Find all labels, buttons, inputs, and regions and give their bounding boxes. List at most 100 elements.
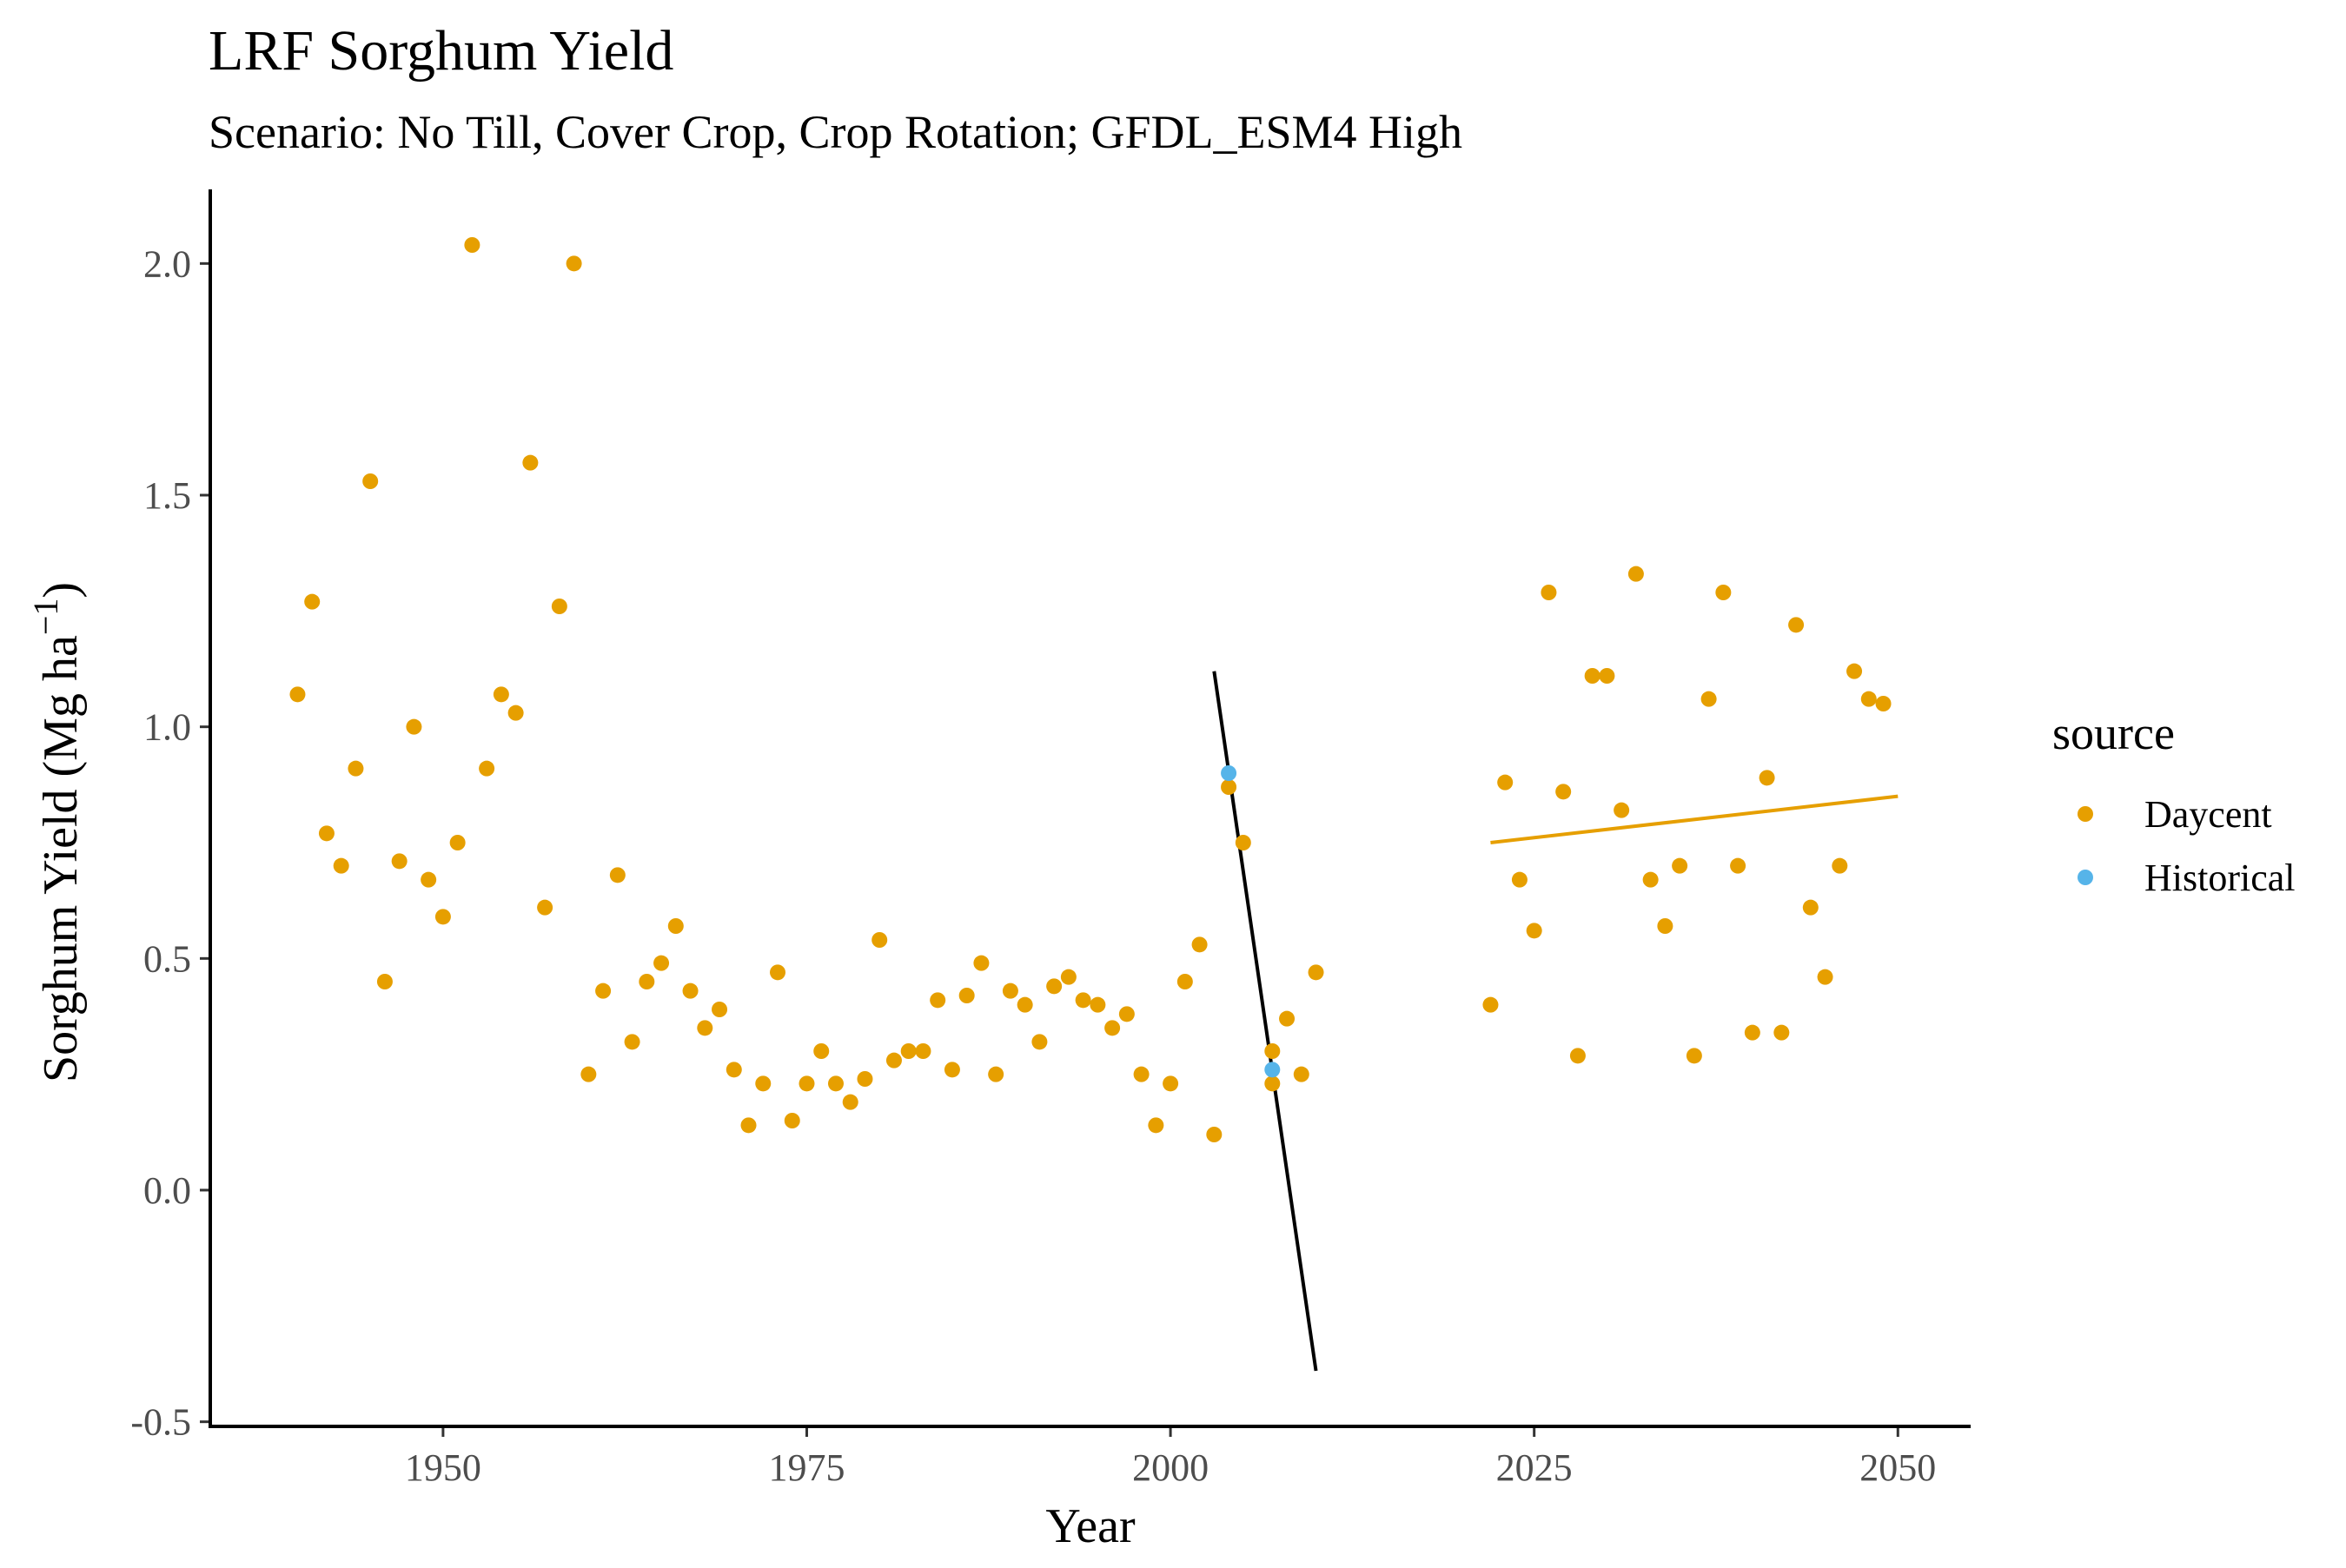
point-daycent [1700, 691, 1717, 707]
point-daycent [624, 1034, 640, 1050]
point-daycent [376, 974, 393, 989]
point-daycent [551, 599, 567, 614]
point-daycent [1569, 1048, 1586, 1064]
data-points [289, 237, 1892, 1142]
point-daycent [1002, 982, 1018, 999]
point-daycent [1497, 774, 1514, 791]
point-daycent [1104, 1020, 1121, 1036]
point-daycent [348, 760, 364, 777]
point-daycent [1090, 996, 1106, 1013]
point-daycent [1163, 1075, 1179, 1092]
point-daycent [1627, 566, 1644, 582]
point-daycent [434, 909, 451, 925]
y-tick-label: 1.5 [143, 474, 191, 517]
y-axis-title-main: Sorghum Yield (Mg ha [34, 635, 88, 1082]
point-daycent [1264, 1075, 1281, 1092]
point-daycent [1686, 1048, 1702, 1064]
legend-label-historical: Historical [2144, 857, 2296, 899]
x-axis-title: Year [1045, 1499, 1136, 1553]
point-daycent [1046, 978, 1063, 995]
point-daycent [318, 825, 335, 842]
y-axis-ticks: -0.5 0.0 0.5 1.0 1.5 2.0 [130, 242, 210, 1444]
point-daycent [1555, 784, 1572, 800]
point-daycent [1482, 996, 1499, 1013]
point-daycent [566, 255, 582, 272]
trend-lines [1212, 671, 1899, 1372]
x-tick-label: 1975 [768, 1446, 845, 1489]
y-axis-title: Sorghum Yield (Mg ha−1) [26, 582, 88, 1082]
point-daycent [973, 955, 990, 971]
point-daycent [784, 1113, 800, 1128]
chart-subtitle: Scenario: No Till, Cover Crop, Crop Rota… [209, 106, 1462, 158]
point-daycent [421, 871, 437, 888]
point-daycent [885, 1052, 902, 1068]
point-daycent [362, 473, 379, 489]
point-daycent [1759, 770, 1775, 786]
point-daycent [1264, 1043, 1281, 1059]
point-daycent [1308, 964, 1324, 981]
y-tick-label: -0.5 [130, 1401, 191, 1444]
legend-key-historical [2078, 870, 2093, 885]
point-daycent [1672, 857, 1688, 874]
point-daycent [1293, 1066, 1309, 1082]
point-daycent [464, 237, 480, 253]
point-daycent [1642, 871, 1659, 888]
point-daycent [304, 593, 321, 610]
point-daycent [915, 1043, 931, 1059]
point-daycent [900, 1043, 917, 1059]
trend-line [1490, 794, 1899, 844]
x-tick-label: 1950 [405, 1446, 481, 1489]
point-daycent [1788, 617, 1805, 633]
point-daycent [537, 899, 553, 916]
point-daycent [580, 1066, 597, 1082]
point-daycent [1541, 585, 1557, 600]
point-daycent [755, 1075, 772, 1092]
point-daycent [1279, 1010, 1296, 1027]
point-daycent [1017, 996, 1033, 1013]
point-daycent [1031, 1034, 1048, 1050]
point-daycent [522, 454, 539, 471]
point-daycent [712, 1002, 728, 1017]
x-tick-label: 2025 [1496, 1446, 1573, 1489]
legend-title: source [2052, 707, 2175, 759]
point-daycent [1846, 663, 1863, 679]
point-daycent [667, 918, 684, 934]
point-daycent [609, 867, 626, 883]
point-historical [1221, 765, 1237, 781]
point-daycent [1191, 936, 1208, 953]
point-daycent [944, 1062, 960, 1078]
point-historical [1264, 1062, 1281, 1078]
point-daycent [595, 982, 612, 999]
point-daycent [1832, 857, 1848, 874]
point-daycent [1599, 668, 1615, 684]
point-daycent [289, 686, 306, 703]
point-daycent [857, 1071, 873, 1087]
point-daycent [697, 1020, 713, 1036]
point-daycent [1526, 923, 1542, 939]
point-daycent [1118, 1006, 1135, 1022]
y-tick-label: 2.0 [143, 242, 191, 285]
point-daycent [1657, 918, 1673, 934]
point-daycent [958, 988, 975, 1003]
point-daycent [770, 964, 786, 981]
point-daycent [653, 955, 670, 971]
point-daycent [493, 686, 509, 703]
point-daycent [391, 853, 408, 870]
point-daycent [1148, 1117, 1164, 1134]
point-daycent [1730, 857, 1746, 874]
point-daycent [988, 1066, 1004, 1082]
point-daycent [639, 974, 655, 989]
point-daycent [449, 835, 466, 850]
point-daycent [1614, 802, 1630, 818]
legend-label-daycent: Daycent [2144, 793, 2272, 836]
point-daycent [507, 705, 524, 721]
point-daycent [813, 1043, 830, 1059]
y-axis-title-close: ) [34, 582, 88, 599]
point-daycent [1176, 974, 1193, 989]
point-daycent [1235, 835, 1251, 850]
point-daycent [1221, 779, 1237, 795]
point-daycent [1875, 696, 1892, 711]
y-tick-label: 0.0 [143, 1169, 191, 1212]
point-daycent [1715, 585, 1732, 600]
